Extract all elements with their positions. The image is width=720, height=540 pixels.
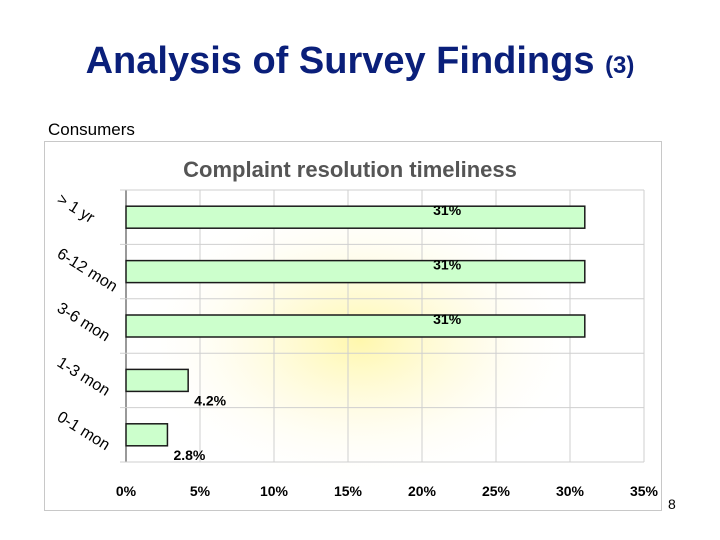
- x-tick-label: 0%: [116, 483, 137, 499]
- category-label: 0-1 mon: [54, 409, 113, 455]
- x-tick-label: 10%: [260, 483, 289, 499]
- category-label: 6-12 mon: [54, 245, 120, 295]
- bar: [125, 423, 169, 447]
- page-number: 8: [668, 496, 676, 512]
- bar: [125, 259, 586, 284]
- x-tick-label: 15%: [334, 483, 363, 499]
- slide-subtitle: Consumers: [48, 120, 135, 139]
- data-label: 4.2%: [194, 392, 226, 408]
- x-tick-label: 5%: [190, 483, 211, 499]
- category-label: 1-3 mon: [54, 354, 113, 400]
- bar: [125, 368, 189, 393]
- slide-title: Analysis of Survey Findings (3): [0, 40, 720, 83]
- bar: [125, 205, 586, 229]
- data-label: 31%: [433, 311, 462, 327]
- x-tick-label: 20%: [408, 483, 437, 499]
- slide-title-suffix: (3): [605, 52, 635, 79]
- chart-title: Complaint resolution timeliness: [183, 157, 517, 182]
- category-label: > 1 yr: [54, 191, 98, 227]
- x-tick-label: 25%: [482, 483, 511, 499]
- chart-background-glow: [130, 190, 590, 490]
- bar: [125, 314, 586, 338]
- x-tick-label: 35%: [630, 483, 659, 499]
- data-label: 31%: [433, 202, 462, 218]
- data-label: 2.8%: [173, 447, 205, 463]
- data-label: 31%: [433, 257, 462, 273]
- slide-title-text: Analysis of Survey Findings: [85, 40, 595, 82]
- x-tick-label: 30%: [556, 483, 585, 499]
- category-label: 3-6 mon: [54, 300, 113, 346]
